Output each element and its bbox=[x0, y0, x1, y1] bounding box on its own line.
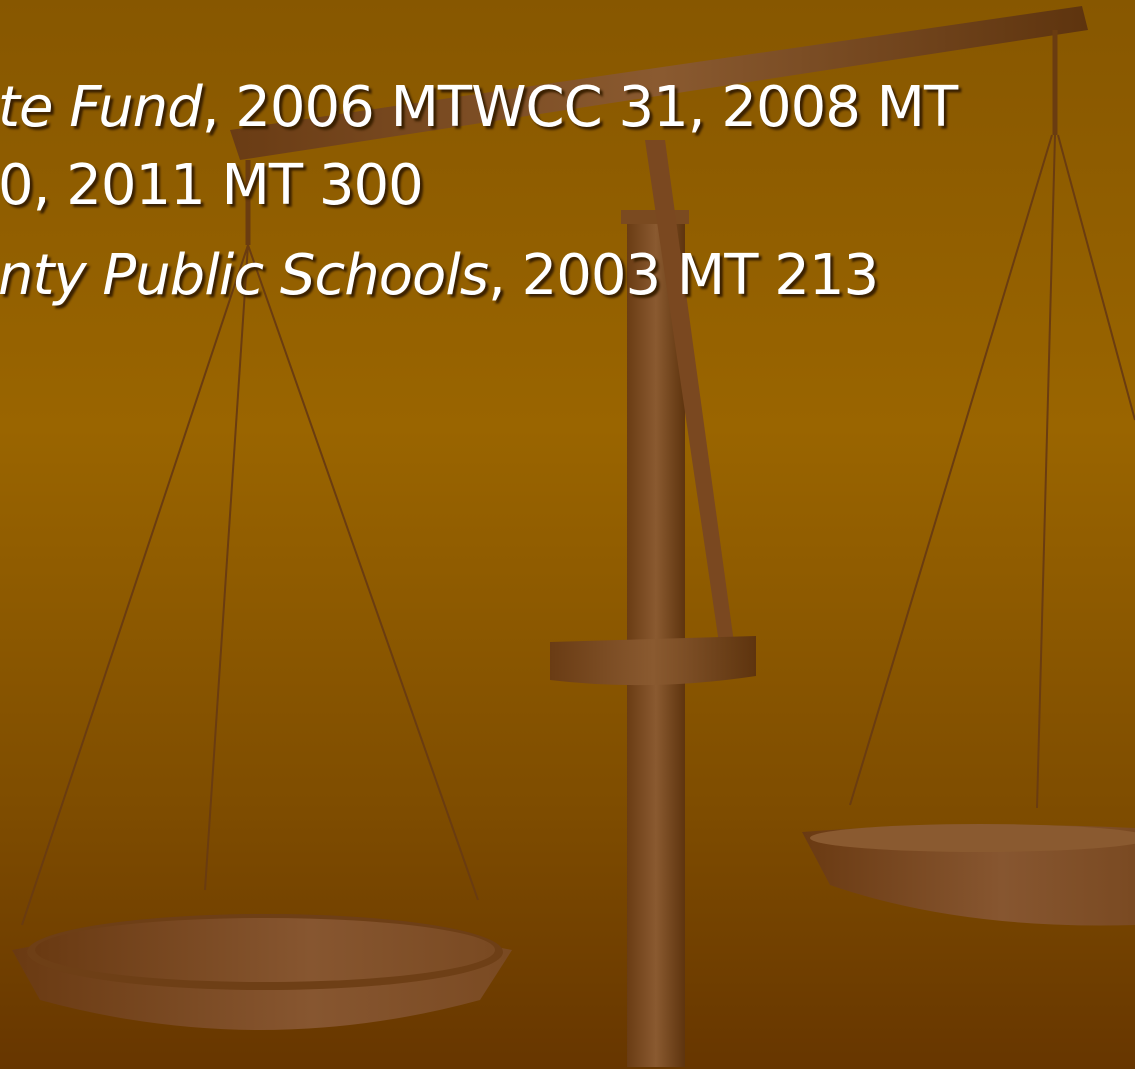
citation: , 2003 MT 213 bbox=[488, 243, 878, 308]
citation-line: te Fund, 2006 MTWCC 31, 2008 MT bbox=[0, 75, 957, 140]
case-name: nty Public Schools bbox=[0, 243, 488, 308]
citation: 0, 2011 MT 300 bbox=[0, 153, 423, 218]
citation: , 2006 MTWCC 31, 2008 MT bbox=[202, 75, 958, 140]
citation-line: nty Public Schools, 2003 MT 213 bbox=[0, 243, 878, 308]
case-name: te Fund bbox=[0, 75, 202, 140]
slide: te Fund, 2006 MTWCC 31, 2008 MT 0, 2011 … bbox=[0, 0, 1135, 1069]
citation-line: 0, 2011 MT 300 bbox=[0, 153, 423, 218]
